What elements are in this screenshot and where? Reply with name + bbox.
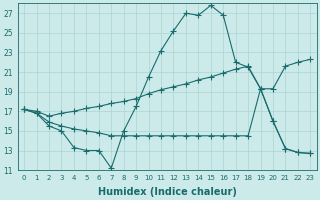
X-axis label: Humidex (Indice chaleur): Humidex (Indice chaleur) [98, 187, 237, 197]
